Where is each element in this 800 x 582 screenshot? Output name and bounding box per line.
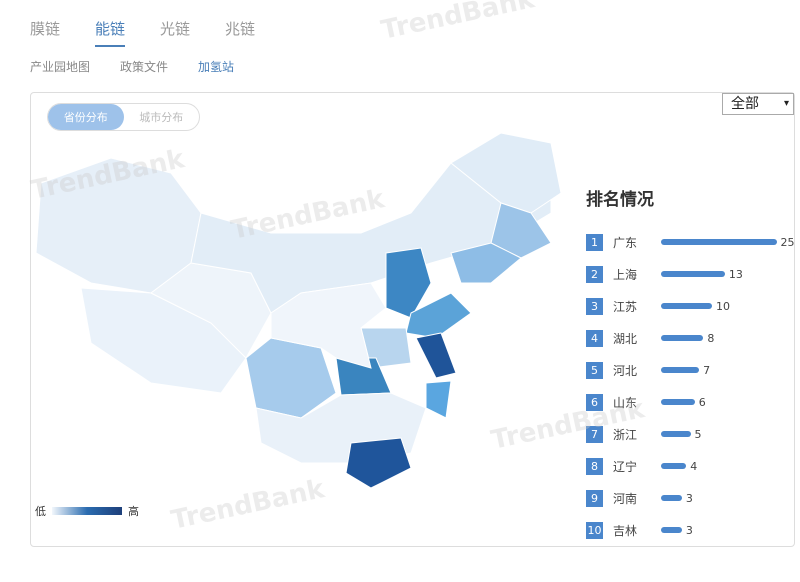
tab-energy[interactable]: 能链 [95,18,126,47]
subtab-park-map[interactable]: 产业园地图 [30,60,91,74]
province-name: 山东 [613,395,638,410]
sub-tabs: 产业园地图 政策文件 加氢站 [30,58,234,75]
distribution-toggle: 省份分布 城市分布 [47,103,200,131]
rank-badge: 9 [586,489,603,507]
province-name: 广东 [613,235,638,250]
tab-mega[interactable]: 兆链 [225,20,256,38]
rank-badge: 3 [586,297,603,315]
ranking-row: 4 湖北 8 [586,322,795,354]
ranking-bar [661,463,687,469]
ranking-bar [661,431,691,437]
ranking-value: 5 [694,427,702,441]
province-guangdong[interactable] [345,437,412,489]
province-name: 河北 [613,363,638,378]
watermark: TrendBank [378,0,538,46]
ranking-value: 6 [698,395,706,409]
subtab-policy[interactable]: 政策文件 [120,60,169,74]
ranking-value: 7 [703,363,711,377]
ranking-row: 7 浙江 5 [586,418,795,450]
ranking-bar [661,239,777,245]
province-jilin[interactable] [490,202,552,259]
rank-badge: 5 [586,361,603,379]
region-select[interactable]: 全部 [722,93,794,115]
rank-badge: 7 [586,425,603,443]
ranking-bar [661,367,700,373]
chain-tabs: 膜链 能链 光链 兆链 [30,18,255,47]
province-name: 辽宁 [613,459,638,474]
rank-badge: 4 [586,329,603,347]
ranking-row: 3 江苏 10 [586,290,795,322]
ranking-bar [661,527,682,533]
ranking-row: 6 山东 6 [586,386,795,418]
ranking-row: 10 吉林 3 [586,514,795,546]
province-name: 吉林 [613,523,638,538]
province-zhejiang[interactable] [425,380,452,419]
ranking-value: 3 [685,523,693,537]
subtab-hydrogen-station[interactable]: 加氢站 [198,60,235,74]
tab-membrane[interactable]: 膜链 [30,20,61,38]
rank-badge: 1 [586,233,603,251]
ranking-bar [661,495,682,501]
province-name: 浙江 [613,427,638,442]
ranking-bar [661,399,695,405]
ranking-row: 8 辽宁 4 [586,450,795,482]
legend-low-label: 低 [35,505,46,518]
province-name: 上海 [613,267,638,282]
province-name: 河南 [613,491,638,506]
province-jiangsu[interactable] [415,332,457,379]
legend-gradient [52,507,122,515]
province-name: 江苏 [613,299,638,314]
ranking-value: 8 [707,331,715,345]
tab-light[interactable]: 光链 [160,20,191,38]
province-liaoning[interactable] [450,242,522,284]
ranking-bar [661,271,725,277]
ranking-bar [661,303,712,309]
rank-badge: 10 [586,521,603,539]
province-xinjiang[interactable] [35,157,202,294]
ranking-row: 2 上海 13 [586,258,795,290]
rank-badge: 8 [586,457,603,475]
china-map [35,132,562,489]
city-toggle-button[interactable]: 城市分布 [139,111,184,124]
rank-badge: 2 [586,265,603,283]
province-hebei[interactable] [385,247,432,319]
ranking-value: 13 [728,267,743,281]
map-panel: 省份分布 城市分布 全部 低 高 排名情况 1 [30,92,795,547]
ranking-value: 4 [690,459,698,473]
province-toggle-button[interactable]: 省份分布 [48,104,124,130]
ranking-bar [661,335,704,341]
province-shandong[interactable] [405,292,472,339]
province-central[interactable] [270,282,387,369]
ranking-row: 9 河南 3 [586,482,795,514]
ranking-value: 25 [780,235,795,249]
ranking-row: 5 河北 7 [586,354,795,386]
ranking-value: 10 [716,299,730,313]
ranking-value: 3 [685,491,693,505]
legend-high-label: 高 [128,505,139,518]
province-name: 湖北 [613,331,638,346]
map-legend: 低 高 [35,503,139,519]
ranking-title: 排名情况 [586,190,654,210]
ranking-row: 1 广东 25 [586,226,795,258]
rank-badge: 6 [586,393,603,411]
